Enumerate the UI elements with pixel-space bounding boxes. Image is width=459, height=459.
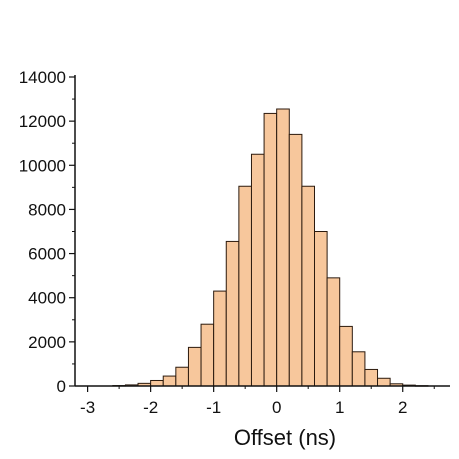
y-tick-label: 8000 bbox=[28, 200, 66, 219]
histogram-bar bbox=[351, 351, 366, 387]
histogram-bar bbox=[200, 323, 215, 387]
histogram-bars bbox=[112, 108, 429, 387]
histogram-bar bbox=[326, 277, 341, 387]
x-tick-label: 2 bbox=[398, 398, 407, 417]
x-tick-label: -1 bbox=[206, 398, 221, 417]
y-tick-label: 2000 bbox=[28, 333, 66, 352]
y-tick-label: 14000 bbox=[19, 68, 66, 87]
histogram-bar bbox=[276, 108, 290, 387]
x-tick-label: 1 bbox=[335, 398, 344, 417]
histogram-bar bbox=[314, 231, 328, 387]
y-tick-label: 0 bbox=[57, 377, 66, 396]
histogram-bar bbox=[377, 377, 391, 387]
histogram-bar bbox=[162, 375, 177, 387]
histogram-bar bbox=[288, 133, 303, 387]
histogram-bar bbox=[301, 185, 316, 387]
histogram-bar bbox=[150, 379, 164, 387]
x-axis-title: Offset (ns) bbox=[234, 425, 336, 450]
x-tick-label: 0 bbox=[272, 398, 281, 417]
y-tick-label: 12000 bbox=[19, 112, 66, 131]
histogram-bar bbox=[339, 325, 353, 387]
histogram-bar bbox=[238, 185, 252, 387]
histogram-bar bbox=[175, 366, 189, 387]
x-tick-label: -3 bbox=[80, 398, 95, 417]
histogram-bar bbox=[225, 240, 240, 387]
y-tick-label: 6000 bbox=[28, 245, 66, 264]
x-tick-label: -2 bbox=[143, 398, 158, 417]
histogram-bar bbox=[263, 112, 278, 387]
y-tick-label: 10000 bbox=[19, 156, 66, 175]
y-tick-label: 4000 bbox=[28, 289, 66, 308]
histogram-bar bbox=[213, 290, 227, 387]
chart-axes: 0 2000 4000 6000 8000 10000 12000 14000 -3 -2 -1 0 1… bbox=[19, 68, 450, 417]
histogram-bar bbox=[250, 153, 265, 387]
histogram-bar bbox=[187, 346, 202, 387]
histogram-bar bbox=[364, 368, 379, 387]
